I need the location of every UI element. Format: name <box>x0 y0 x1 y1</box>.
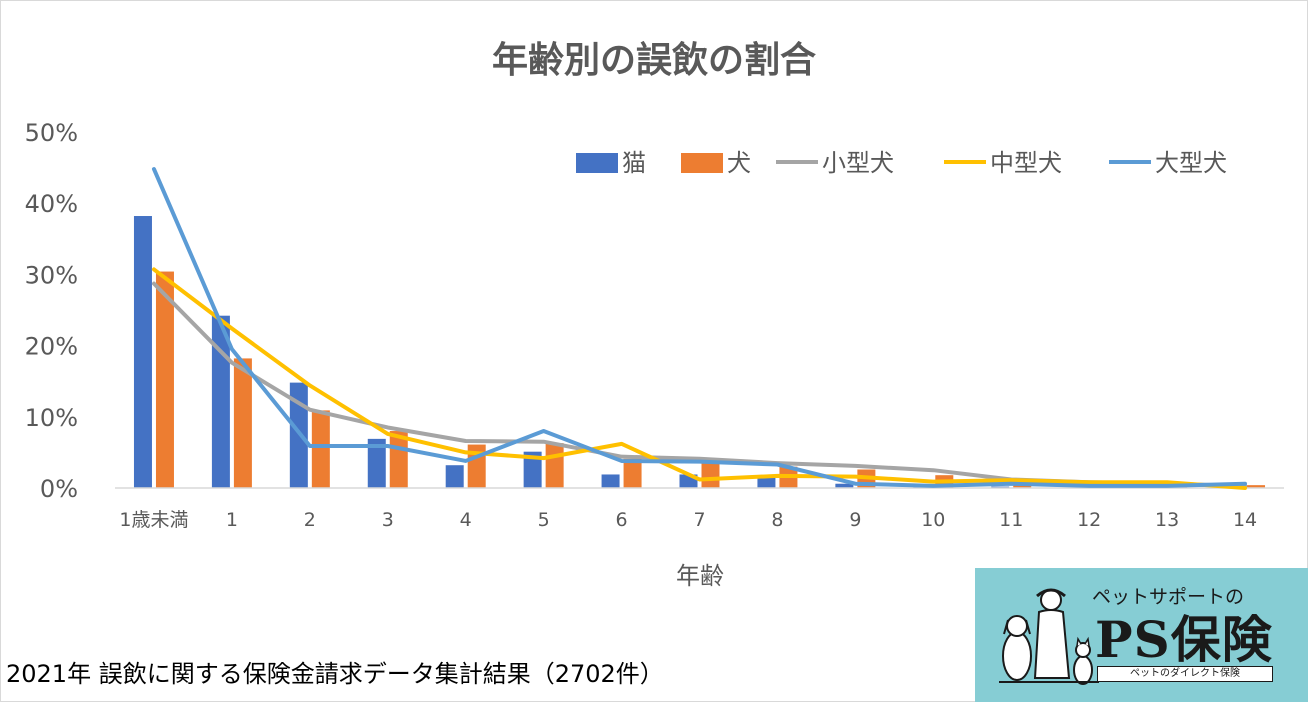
bar-猫-5 <box>523 451 542 488</box>
x-tick-label: 12 <box>1077 509 1101 531</box>
bar-犬-14 <box>1247 485 1266 488</box>
bar-猫-9 <box>835 483 854 488</box>
y-tick-label: 30% <box>25 261 78 289</box>
x-tick-label: 11 <box>999 509 1023 531</box>
legend: 猫 犬 小型犬 中型犬 大型犬 <box>576 149 1227 177</box>
bar-犬-5 <box>545 443 564 488</box>
bar-猫-1歳未満 <box>133 216 152 489</box>
x-tick-label: 13 <box>1155 509 1179 531</box>
bar-犬-7 <box>701 462 720 488</box>
footnote: 2021年 誤飲に関する保険金請求データ集計結果（2702件） <box>6 660 664 688</box>
y-tick-label: 10% <box>25 404 78 432</box>
logo-name: PS保険 <box>1095 610 1273 669</box>
x-tick-label: 9 <box>849 509 861 531</box>
x-tick-label: 7 <box>693 509 705 531</box>
bar-猫-4 <box>445 465 464 488</box>
x-axis-label: 年齢 <box>676 562 724 590</box>
bar-犬-1 <box>233 358 252 488</box>
legend-label-猫: 猫 <box>622 149 646 177</box>
x-tick-label: 10 <box>921 509 945 531</box>
dog-cat-person-icon <box>999 588 1099 685</box>
bar-犬-1歳未満 <box>155 271 174 488</box>
x-tick-label: 4 <box>460 509 472 531</box>
x-tick-label: 8 <box>771 509 783 531</box>
logo-subline: ペットのダイレクト保険 <box>1097 666 1273 682</box>
bar-猫-3 <box>367 438 386 488</box>
x-tick-label: 6 <box>616 509 628 531</box>
legend-swatch-猫 <box>576 153 618 173</box>
y-tick-label: 40% <box>25 190 78 218</box>
bar-猫-6 <box>601 474 620 488</box>
x-tick-label: 3 <box>382 509 394 531</box>
bar-犬-2 <box>311 410 330 488</box>
x-tick-label: 14 <box>1233 509 1257 531</box>
y-tick-label: 50% <box>25 119 78 147</box>
x-tick-label: 1 <box>226 509 238 531</box>
x-tick-label: 2 <box>304 509 316 531</box>
line-中型犬 <box>151 267 1248 490</box>
line-大型犬 <box>151 167 1248 488</box>
y-tick-label: 0% <box>40 475 78 503</box>
legend-label-小型犬: 小型犬 <box>822 149 894 177</box>
x-tick-label: 5 <box>538 509 550 531</box>
ps-insurance-logo: ペットサポートの PS保険 ペットのダイレクト保険 <box>975 568 1308 702</box>
bar-犬-6 <box>623 458 642 488</box>
logo-tagline: ペットサポートの <box>1092 586 1245 608</box>
y-tick-label: 20% <box>25 333 78 361</box>
legend-label-中型犬: 中型犬 <box>990 149 1062 177</box>
chart-title: 年齢別の誤飲の割合 <box>492 40 816 81</box>
x-tick-label: 1歳未満 <box>119 509 188 531</box>
legend-swatch-犬 <box>681 153 723 173</box>
bar-猫-8 <box>757 476 776 488</box>
legend-label-犬: 犬 <box>727 149 751 177</box>
legend-label-大型犬: 大型犬 <box>1155 149 1227 177</box>
